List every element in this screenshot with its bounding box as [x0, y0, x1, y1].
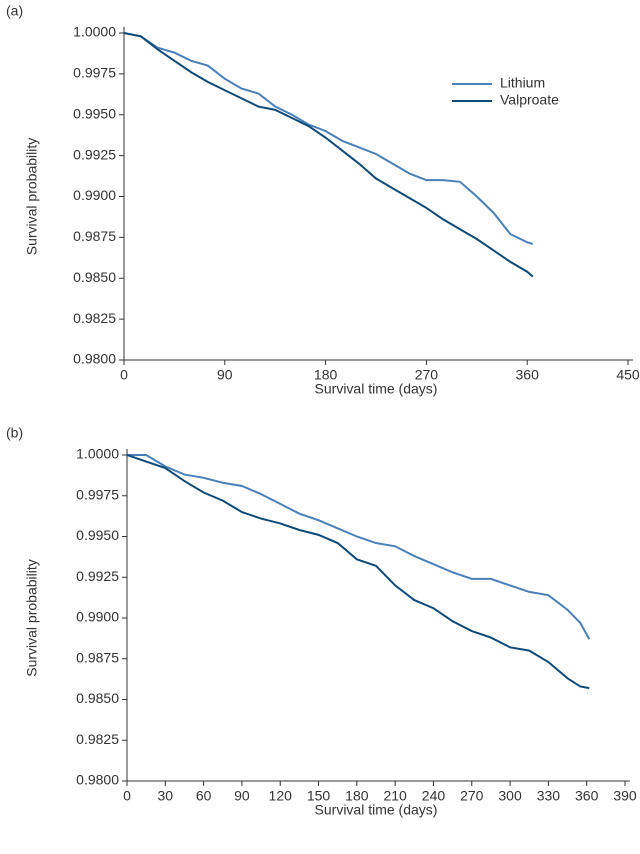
y-tick-label: 0.9875: [73, 228, 116, 244]
x-tick-label: 180: [345, 788, 369, 804]
y-tick-label: 1.0000: [73, 24, 116, 40]
x-tick-label: 90: [217, 367, 233, 383]
x-tick-label: 180: [314, 367, 338, 383]
y-tick-label: 1.0000: [76, 446, 119, 462]
x-tick-label: 60: [196, 788, 212, 804]
y-tick-label: 0.9950: [76, 527, 119, 543]
y-tick-label: 0.9850: [76, 690, 119, 706]
x-axis-label: Survival time (days): [315, 802, 438, 818]
y-tick-label: 0.9925: [73, 146, 116, 162]
y-tick-label: 0.9900: [76, 609, 119, 625]
x-tick-label: 150: [307, 788, 331, 804]
y-tick-label: 0.9800: [73, 351, 116, 367]
x-tick-label: 90: [234, 788, 250, 804]
y-tick-label: 0.9925: [76, 568, 119, 584]
x-tick-label: 300: [498, 788, 522, 804]
x-axis-label: Survival time (days): [315, 381, 438, 397]
x-tick-label: 360: [575, 788, 599, 804]
x-tick-label: 30: [158, 788, 174, 804]
x-tick-label: 450: [616, 367, 640, 383]
y-tick-label: 0.9950: [73, 105, 116, 121]
x-tick-label: 270: [460, 788, 484, 804]
legend-label: Valproate: [500, 92, 559, 108]
y-tick-label: 0.9900: [73, 187, 116, 203]
y-tick-label: 0.9975: [76, 486, 119, 502]
x-tick-label: 0: [123, 788, 131, 804]
x-tick-label: 120: [269, 788, 293, 804]
x-tick-label: 240: [422, 788, 446, 804]
x-tick-label: 390: [613, 788, 637, 804]
x-tick-label: 270: [415, 367, 439, 383]
survival-curve: [123, 32, 534, 245]
y-tick-label: 0.9850: [73, 269, 116, 285]
y-axis-label: Survival probability: [24, 138, 40, 256]
survival-curve: [126, 454, 590, 690]
y-tick-label: 0.9875: [76, 649, 119, 665]
x-tick-label: 330: [537, 788, 561, 804]
panel-label: (b): [6, 425, 23, 441]
y-tick-label: 0.9825: [73, 310, 116, 326]
x-tick-label: 210: [383, 788, 407, 804]
y-axis-label: Survival probability: [24, 559, 40, 677]
legend-label: Lithium: [500, 75, 545, 91]
y-tick-label: 0.9800: [76, 772, 119, 788]
x-tick-label: 0: [120, 367, 128, 383]
y-tick-label: 0.9975: [73, 65, 116, 81]
x-tick-label: 360: [516, 367, 540, 383]
y-tick-label: 0.9825: [76, 731, 119, 747]
survival-curve: [127, 454, 591, 640]
panel-label: (a): [6, 3, 23, 19]
survival-curve: [123, 32, 534, 278]
